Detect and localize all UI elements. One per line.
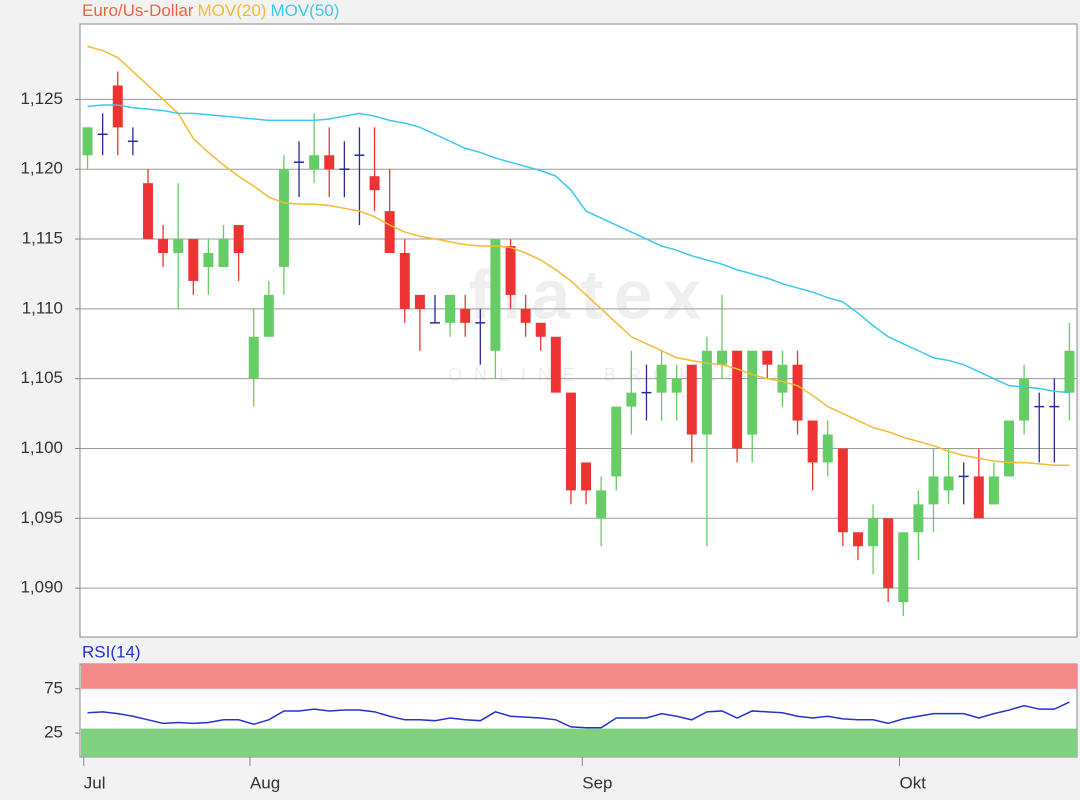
x-tick-label: Jul (84, 773, 106, 792)
legend-entry: MOV(50) (270, 1, 339, 20)
candle-body (520, 308, 531, 323)
candle-body (686, 364, 697, 435)
y-tick-label: 25 (44, 723, 63, 742)
candle-body (173, 239, 184, 254)
y-tick-label: 1,120 (20, 159, 63, 178)
y-tick-label: 1,105 (20, 368, 63, 387)
candle-body (263, 294, 274, 337)
x-tick-label: Aug (250, 773, 280, 792)
candle-body (807, 420, 818, 463)
candle-body (324, 155, 335, 170)
candle-body (671, 378, 682, 393)
y-tick-label: 1,100 (20, 438, 63, 457)
candle-body (943, 476, 954, 491)
candle-body (399, 253, 410, 309)
band (81, 664, 1077, 689)
moving-average (87, 104, 1070, 394)
candle-body (792, 364, 803, 421)
candle-body (822, 434, 833, 463)
candle-body (369, 176, 380, 191)
candle-body (626, 392, 637, 407)
candle-body (233, 225, 244, 254)
candle-body (1004, 420, 1015, 477)
candle-body (973, 476, 984, 519)
candle-body (248, 336, 259, 379)
candle-body (1064, 350, 1075, 393)
candle-body (747, 350, 758, 435)
y-tick-label: 1,090 (20, 578, 63, 597)
band (81, 728, 1077, 757)
candle-body (611, 406, 622, 477)
candle-body (868, 518, 879, 547)
candle-body (460, 308, 471, 323)
y-tick-label: 1,095 (20, 508, 63, 527)
x-tick-label: Okt (900, 773, 927, 792)
watermark-subtitle: ONLINE BROKER (448, 365, 752, 385)
candle-body (550, 336, 561, 393)
y-tick-label: 1,110 (22, 298, 63, 317)
candle-body (535, 322, 546, 337)
moving-average (87, 45, 1070, 466)
candle-body (1019, 378, 1030, 421)
legend: Euro/Us-Dollar MOV(20) MOV(50) (82, 1, 339, 20)
y-tick-label: 1,125 (20, 89, 63, 108)
candle-body (988, 476, 999, 505)
candle-body (596, 490, 607, 519)
candle-body (777, 364, 788, 393)
candle-body (656, 364, 667, 393)
candle-body (218, 239, 229, 267)
candle-body (414, 294, 425, 309)
candle-body (112, 85, 123, 128)
candle-body (445, 294, 456, 323)
candle-body (883, 518, 894, 589)
candle-body (581, 462, 592, 491)
candle-body (203, 253, 214, 267)
candle-body (142, 183, 153, 240)
candle-body (565, 392, 576, 491)
candle-body (309, 155, 320, 170)
candle-body (505, 246, 516, 295)
candle-body (852, 532, 863, 547)
price-panel (79, 23, 1078, 638)
candle-body (913, 504, 924, 533)
legend-entry: MOV(20) (197, 1, 266, 20)
candle-body (490, 239, 501, 351)
candle-body (188, 239, 199, 281)
rsi-line (87, 701, 1070, 729)
x-tick-label: Sep (582, 773, 612, 792)
candle-body (732, 350, 743, 449)
candle-body (717, 350, 727, 365)
y-tick-label: 1,115 (22, 229, 63, 248)
legend-entry: Euro/Us-Dollar (82, 1, 194, 20)
candle-body (158, 239, 169, 254)
candle-body (384, 211, 395, 254)
candle-body (898, 532, 909, 603)
candle-body (837, 448, 848, 533)
candle-body (278, 169, 289, 267)
candle-body (928, 476, 939, 505)
rsi-label: RSI(14) (82, 642, 141, 661)
y-tick-label: 75 (44, 678, 63, 697)
watermark: flatex (469, 255, 712, 333)
candle-body (82, 127, 93, 156)
candle-body (701, 350, 712, 435)
candle-body (762, 350, 773, 365)
